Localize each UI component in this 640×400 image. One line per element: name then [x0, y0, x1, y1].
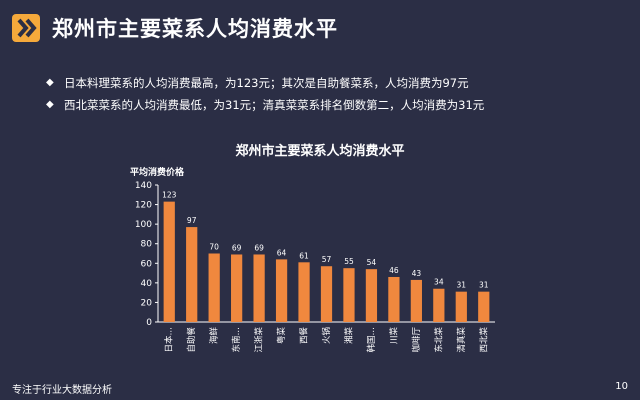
data-label: 31 [479, 281, 489, 290]
bar [231, 254, 243, 322]
y-tick-label: 140 [135, 181, 152, 191]
bar [298, 262, 310, 322]
category-label: 咖啡厅 [411, 327, 422, 353]
y-tick-label: 120 [135, 201, 152, 211]
y-tick-label: 60 [141, 259, 153, 269]
category-label: 川菜 [388, 327, 399, 345]
diamond-bullet-icon: ◆ [46, 77, 54, 88]
bar [388, 276, 400, 322]
category-label: 西餐 [300, 327, 310, 345]
y-tick-label: 100 [135, 220, 152, 230]
bar [320, 266, 333, 322]
category-label: 韩国… [366, 327, 377, 353]
category-label: 西北菜 [478, 327, 489, 353]
category-label: 江浙菜 [254, 327, 265, 353]
category-label: 东南… [231, 327, 242, 353]
data-label: 54 [367, 258, 377, 267]
category-label: 火锅 [321, 327, 332, 344]
data-label: 43 [412, 269, 422, 278]
category-label: 粤菜 [276, 327, 287, 345]
data-label: 69 [254, 243, 264, 252]
category-label: 湘菜 [343, 327, 354, 345]
diamond-bullet-icon: ◆ [46, 99, 54, 110]
chevron-right-icon [12, 14, 40, 42]
bar [163, 201, 175, 322]
y-axis-label: 平均消费价格 [130, 166, 185, 178]
y-tick-label: 0 [146, 318, 152, 328]
bar [455, 291, 467, 322]
bullet-text: 西北菜菜系的人均消费最低，为31元；清真菜菜系排名倒数第二，人均消费为31元 [64, 98, 485, 112]
bar [275, 259, 288, 322]
bullet-text: 日本料理菜系的人均消费最高，为123元；其次是自助餐菜系，人均消费为97元 [64, 76, 469, 90]
y-tick-label: 20 [141, 298, 153, 308]
category-label: 日本… [164, 327, 175, 353]
y-tick-label: 40 [141, 279, 153, 289]
page-title: 郑州市主要菜系人均消费水平 [52, 17, 338, 41]
title-bar: 郑州市主要菜系人均消费水平 [0, 8, 640, 48]
category-label: 清真菜 [456, 327, 467, 353]
bar [343, 268, 355, 322]
bullet-list: ◆ 日本料理菜系的人均消费最高，为123元；其次是自助餐菜系，人均消费为97元 … [46, 72, 626, 116]
y-tick-label: 80 [141, 240, 153, 250]
data-label: 57 [322, 255, 332, 264]
data-label: 31 [457, 281, 467, 290]
data-label: 64 [277, 248, 287, 257]
bar [186, 227, 198, 322]
bar [253, 254, 265, 322]
bullet-item: ◆ 西北菜菜系的人均消费最低，为31元；清真菜菜系排名倒数第二，人均消费为31元 [46, 94, 626, 116]
bar [478, 291, 490, 322]
data-label: 34 [434, 278, 444, 287]
bar [433, 288, 445, 322]
category-label: 自助餐 [186, 327, 197, 353]
data-label: 123 [162, 191, 177, 200]
page-number: 10 [615, 381, 628, 392]
data-label: 69 [232, 243, 242, 252]
bar [410, 279, 422, 322]
category-label: 海鲜 [209, 327, 220, 345]
data-label: 70 [209, 243, 219, 252]
bar [208, 253, 220, 322]
bullet-item: ◆ 日本料理菜系的人均消费最高，为123元；其次是自助餐菜系，人均消费为97元 [46, 72, 626, 94]
data-label: 55 [344, 257, 354, 266]
footer-text: 专注于行业大数据分析 [12, 385, 112, 396]
data-label: 61 [299, 251, 309, 260]
chart-title: 郑州市主要菜系人均消费水平 [235, 144, 405, 159]
category-label: 东北菜 [433, 327, 444, 353]
data-label: 97 [187, 216, 197, 225]
data-label: 46 [389, 266, 399, 275]
bar [365, 269, 378, 322]
